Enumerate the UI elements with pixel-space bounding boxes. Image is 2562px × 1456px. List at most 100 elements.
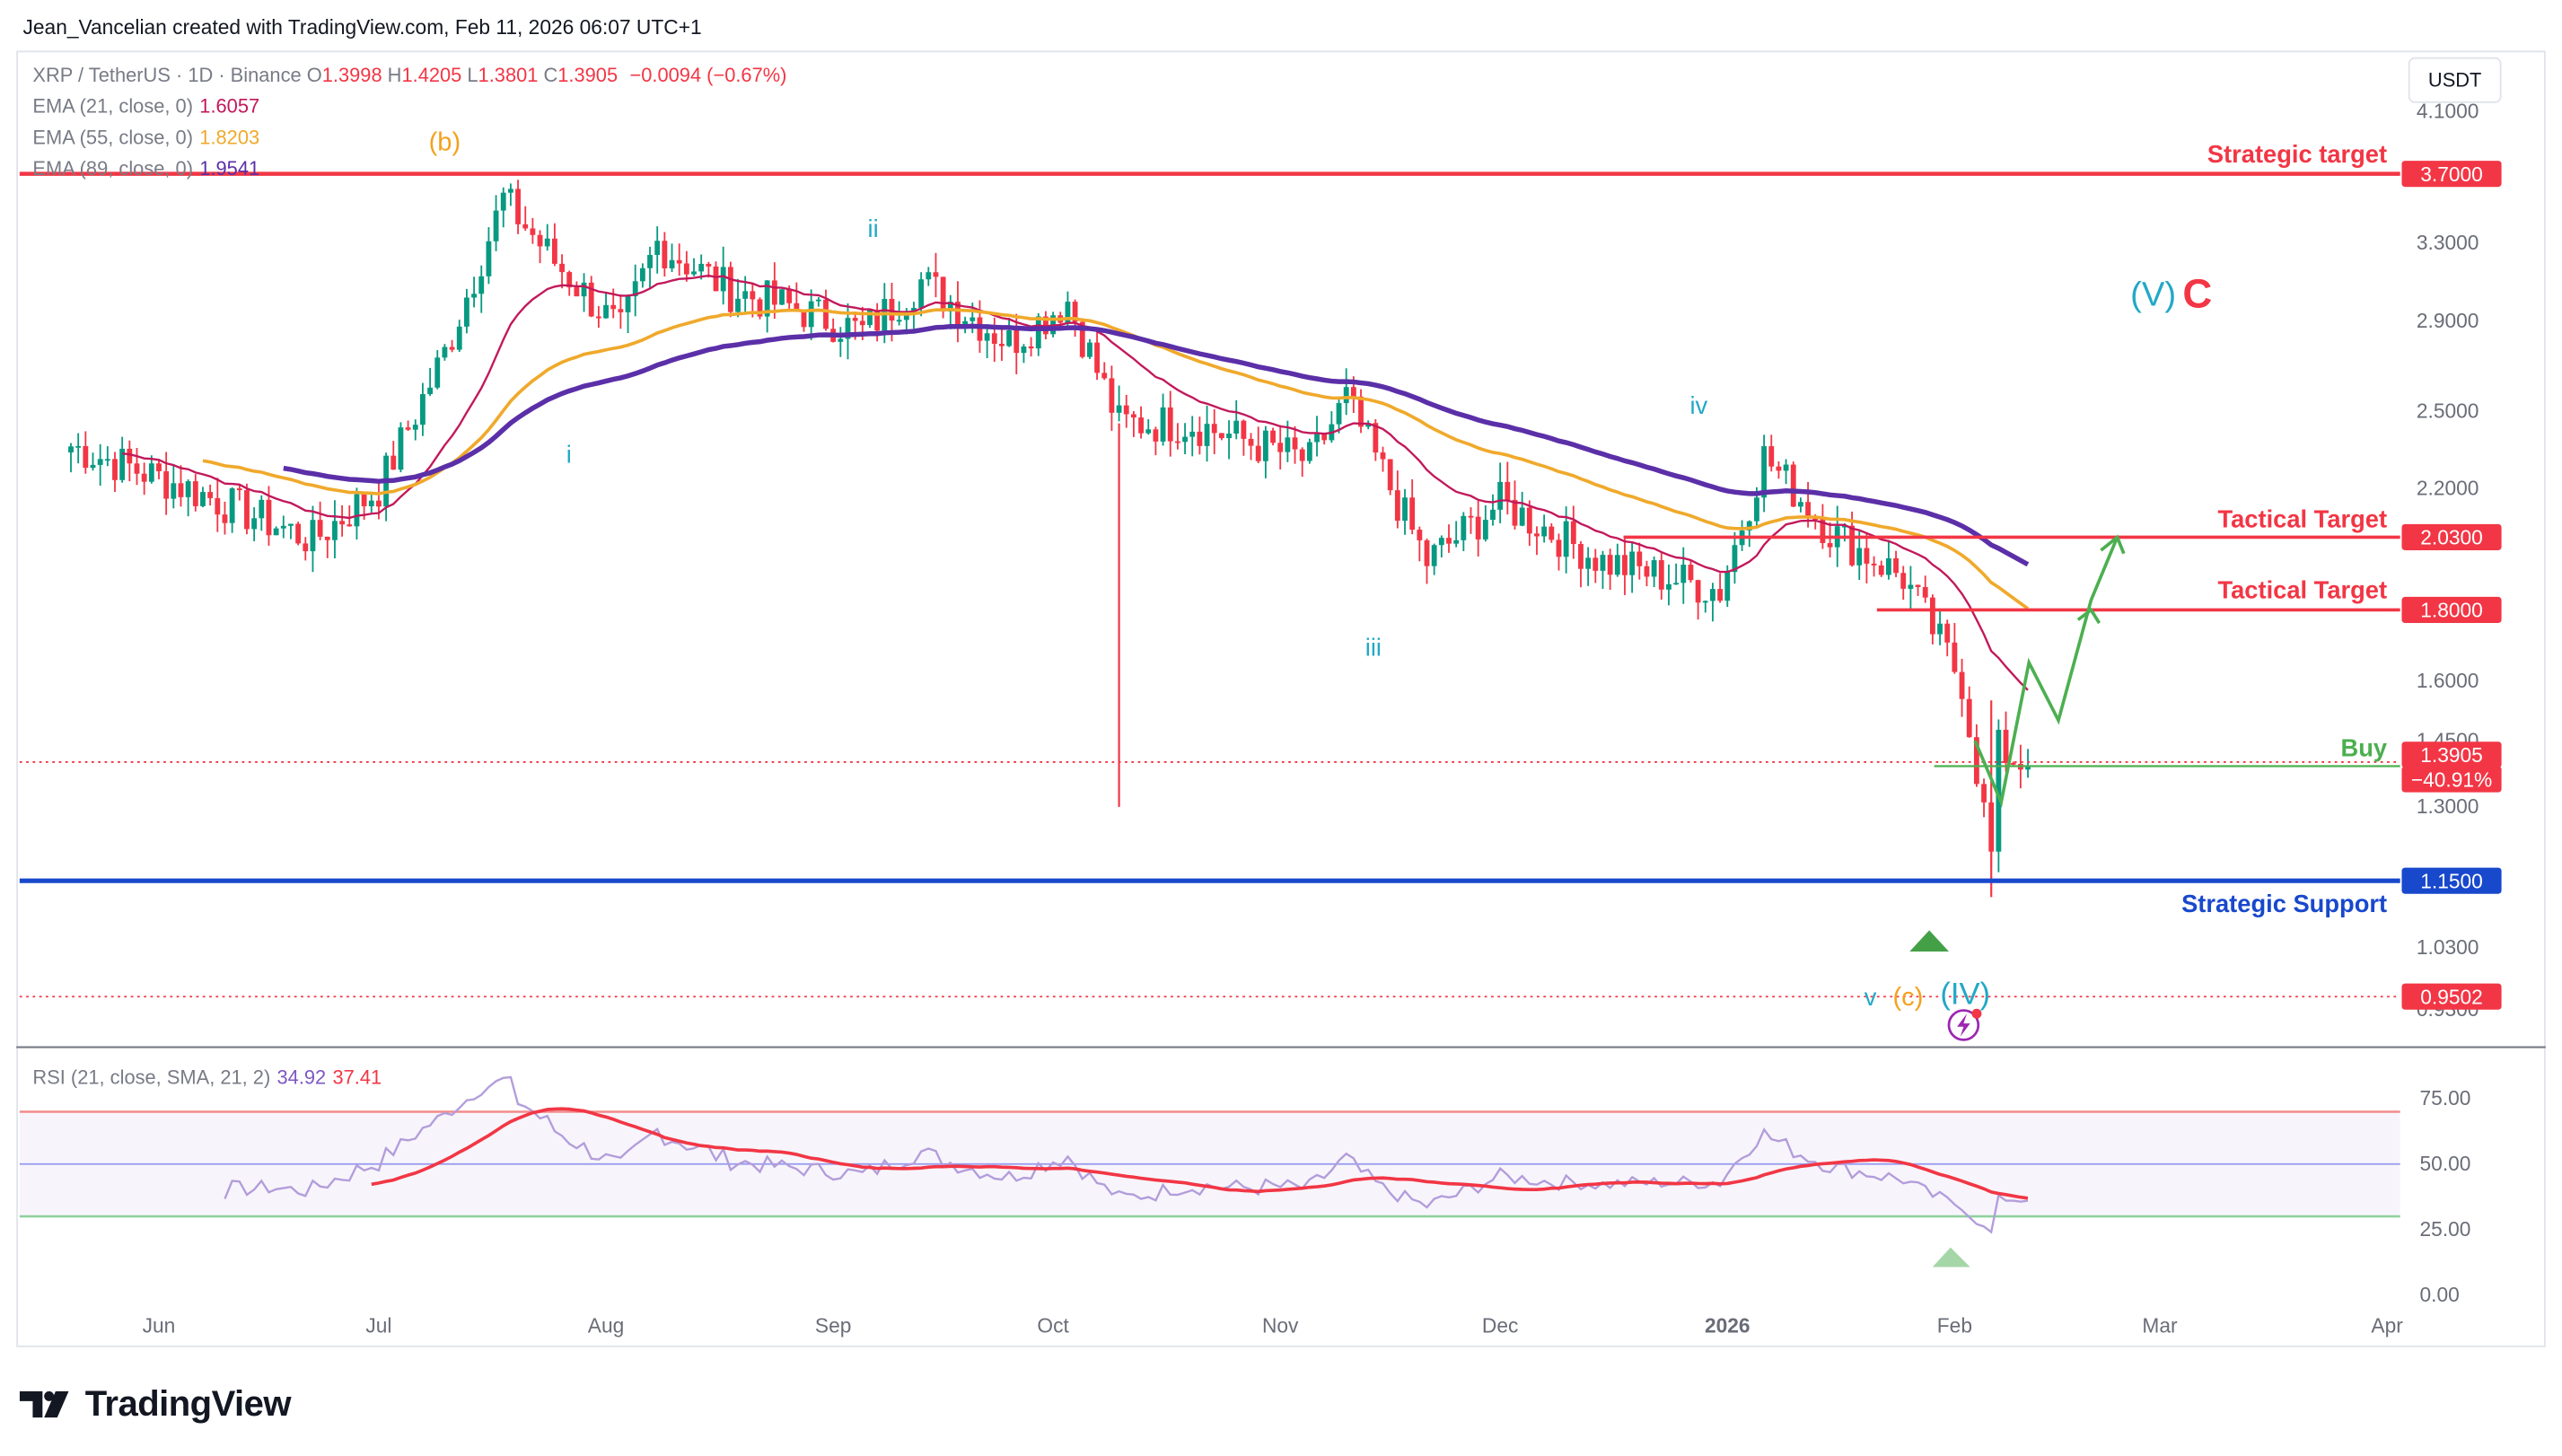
candle-body — [361, 494, 367, 507]
candle-body — [779, 289, 785, 305]
candle-body — [1087, 342, 1092, 357]
candle-body — [1717, 589, 1724, 601]
candle-body — [823, 299, 829, 329]
candle-body — [852, 318, 858, 321]
ohlc-values: O1.3998 H1.4205 L1.3801 C1.3905 — [307, 64, 618, 86]
candle-body — [786, 289, 793, 303]
candle-body — [859, 320, 865, 326]
candle-body — [1937, 623, 1943, 635]
time-tick-label: Feb — [1937, 1313, 1972, 1337]
candle-body — [1541, 526, 1548, 537]
candle-body — [1336, 403, 1342, 425]
candle-body — [1695, 580, 1701, 603]
candle-body — [559, 263, 565, 273]
price-tick-label: 3.3000 — [2417, 231, 2479, 254]
candle-body — [1065, 302, 1071, 323]
candle-body — [1746, 521, 1752, 531]
candle-body — [1417, 530, 1423, 540]
ema55-legend[interactable]: EMA (55, close, 0) 1.8203 — [32, 126, 259, 148]
candle-body — [691, 271, 697, 275]
candle-body — [317, 520, 323, 537]
candle-body — [757, 299, 763, 317]
candle-body — [1380, 452, 1386, 460]
candle-body — [500, 192, 506, 211]
ema21-legend[interactable]: EMA (21, close, 0) 1.6057 — [32, 95, 259, 118]
ohlc-o-label: O — [306, 64, 322, 87]
lightning-icon — [1957, 1013, 1970, 1037]
rsi-legend[interactable]: RSI (21, close, SMA, 21, 2) 34.92 37.41 — [32, 1066, 382, 1088]
candle-body — [324, 536, 330, 540]
candle-body — [456, 326, 462, 350]
candle-body — [1578, 544, 1584, 569]
price-tag-text: 1.8000 — [2420, 599, 2483, 622]
candle-body — [581, 282, 587, 297]
candle-body — [1790, 464, 1796, 507]
candle-body — [1306, 442, 1312, 461]
candle-body — [442, 346, 448, 358]
currency-button[interactable]: USDT — [2408, 57, 2502, 103]
candle-body — [522, 224, 529, 229]
candle-body — [1197, 431, 1203, 446]
candle-body — [295, 523, 302, 544]
candle-body — [236, 488, 242, 491]
strategic-support-label: Strategic Support — [2181, 890, 2387, 917]
rsi-tick-label: 25.00 — [2420, 1217, 2471, 1241]
price-tag-bg — [2401, 741, 2502, 768]
candle-body — [750, 291, 756, 300]
price-tag-bg — [2401, 766, 2502, 793]
candle-body — [1688, 565, 1694, 581]
candle-body — [1138, 417, 1144, 434]
candle-body — [926, 272, 932, 280]
candle-body — [1482, 520, 1488, 539]
candle-body — [332, 521, 338, 540]
rsi-tick-label: 50.00 — [2420, 1152, 2471, 1175]
candle-body — [390, 455, 397, 470]
candle-body — [273, 528, 279, 536]
candle-body — [1871, 563, 1877, 566]
ema55-label: EMA (55, close, 0) — [32, 126, 193, 149]
candle-body — [874, 310, 881, 331]
candle-body — [471, 294, 477, 298]
candle-body — [1915, 584, 1921, 587]
tradingview-logo[interactable]: TradingView — [19, 1381, 292, 1427]
candle-body — [185, 481, 191, 497]
candle-body — [727, 267, 733, 312]
ema89-legend[interactable]: EMA (89, close, 0) 1.9541 — [32, 157, 259, 180]
candle-body — [955, 302, 961, 327]
candle-body — [200, 492, 206, 506]
candle-body — [1013, 330, 1020, 354]
ema55-line — [202, 307, 2030, 610]
candle-body — [376, 500, 382, 507]
candle-body — [507, 189, 513, 193]
candle-body — [1035, 316, 1041, 349]
candle-body — [420, 394, 426, 425]
ema89-line — [283, 323, 2030, 567]
wave-label-4: iv — [1689, 391, 1707, 419]
candle-body — [1724, 572, 1731, 601]
symbol-legend[interactable]: XRP / TetherUS · 1D · Binance O1.3998 H1… — [32, 64, 786, 86]
time-tick-label: Sep — [815, 1313, 851, 1337]
candle-body — [1585, 557, 1592, 569]
candle-body — [134, 463, 140, 474]
candle-body — [764, 280, 770, 317]
candle-body — [1952, 642, 1958, 672]
candle-body — [1885, 557, 1891, 575]
price-tick-label: 2.2000 — [2417, 476, 2479, 499]
candle-body — [1959, 671, 1965, 699]
symbol-name[interactable]: XRP / TetherUS · 1D · Binance — [32, 64, 302, 87]
candle-body — [962, 320, 969, 327]
candle-body — [1211, 424, 1217, 434]
candle-body — [1563, 521, 1569, 557]
candle-body — [1409, 497, 1416, 531]
candle-body — [1394, 490, 1400, 522]
price-tag-bg — [2401, 161, 2502, 188]
candle-body — [1526, 507, 1532, 534]
candle-body — [1424, 539, 1430, 566]
price-tag-text: 1.3905 — [2420, 743, 2483, 767]
candle-body — [303, 543, 309, 552]
candle-body — [1218, 433, 1224, 439]
candle-body — [68, 446, 74, 453]
ohlc-l-label: L — [461, 64, 478, 87]
candle-body — [889, 298, 895, 321]
